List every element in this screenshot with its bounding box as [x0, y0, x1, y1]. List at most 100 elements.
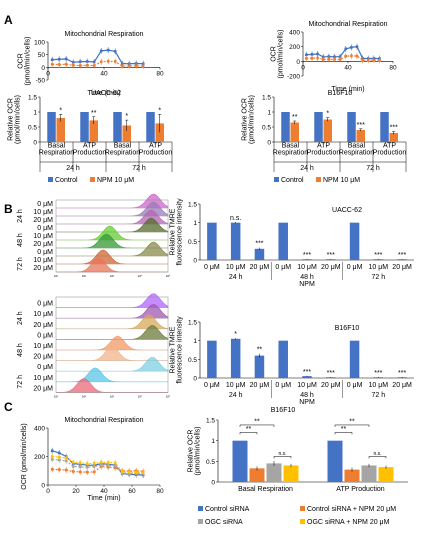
- data-point: [333, 58, 336, 61]
- bar: [155, 123, 165, 142]
- category-label: Respiration: [273, 150, 309, 157]
- significance-label: **: [257, 347, 263, 354]
- category-label: Respiration: [105, 150, 141, 157]
- data-point: [99, 460, 103, 464]
- bar: [349, 222, 360, 260]
- y-tick-label: 0.5: [188, 357, 197, 364]
- category-label: Basal: [114, 142, 132, 149]
- category-label: Respiration: [339, 150, 375, 157]
- data-point: [372, 58, 376, 62]
- x-tick-label: 80: [156, 70, 164, 77]
- category-label: Basal: [282, 142, 300, 149]
- data-point: [127, 470, 131, 474]
- category-label: 20 μM: [250, 382, 270, 389]
- concentration-label: 10 μM: [33, 311, 53, 318]
- B-bar-b16-plot: B16F10 0 0.5 1 1.5 Relative TMRE fluorescence …: [169, 316, 414, 406]
- category-label: Production: [139, 150, 173, 157]
- bar: [232, 440, 248, 482]
- bar: [349, 340, 360, 378]
- group-label: 24 h: [66, 165, 80, 172]
- bar: [113, 112, 122, 142]
- bar: [314, 112, 323, 142]
- bar: [266, 463, 282, 482]
- bar: [378, 467, 394, 482]
- legend-label: OGC siRNA + NPM 20 μM: [307, 519, 390, 526]
- category-label: 10 μM: [226, 264, 246, 271]
- data-point: [321, 58, 325, 61]
- data-point: [344, 47, 348, 51]
- y-tick-label: 0.5: [188, 239, 197, 246]
- data-point: [85, 60, 89, 63]
- y-tick-label: 0.5: [28, 125, 37, 132]
- legend-swatch: [90, 177, 95, 182]
- significance-bracket: [334, 424, 370, 427]
- C-bar-b16-plot: B16F10 0 0.5 1 1.5 Relative OCR (pmol/min/cell…: [187, 407, 408, 526]
- data-point: [71, 460, 75, 464]
- group-label: 72 h: [372, 274, 386, 281]
- data-point: [78, 470, 82, 474]
- bar: [323, 119, 333, 142]
- chart-title: Mitochondrial Respiration: [309, 21, 388, 28]
- concentration-label: 0 μM: [37, 249, 53, 256]
- data-point: [106, 48, 110, 52]
- legend-label: Control: [55, 177, 78, 184]
- data-point: [355, 45, 359, 48]
- A-bar-uacc-plot: UACC-62 0 0.5 1 1.5 Relative OCR (pmol/min/cel…: [7, 90, 172, 184]
- data-point: [50, 455, 54, 458]
- category-label: ATP: [149, 142, 162, 149]
- log-tick-label: 10¹: [54, 274, 58, 278]
- category-label: 10 μM: [369, 382, 389, 389]
- category-label: ATP: [383, 142, 396, 149]
- chart-title: B16F10: [328, 90, 353, 97]
- log-tick-label: 10³: [110, 274, 114, 278]
- data-point: [99, 49, 103, 53]
- y-axis-label: fluorescence intensity: [177, 316, 184, 384]
- y-axis-label: Relative TMRE: [169, 326, 176, 373]
- histogram-frame: [55, 296, 169, 393]
- y-tick-label: 200: [34, 454, 45, 461]
- data-point: [305, 53, 308, 57]
- timepoint-label: 48 h: [17, 233, 24, 247]
- y-tick-label: 1: [193, 220, 197, 227]
- concentration-label: 10 μM: [33, 343, 53, 350]
- bar: [347, 112, 356, 142]
- concentration-label: 20 μM: [33, 265, 53, 272]
- data-point: [361, 58, 364, 62]
- concentration-label: 20 μM: [33, 354, 53, 361]
- bar: [278, 340, 288, 378]
- significance-bracket: [334, 432, 353, 435]
- panel-label-C: C: [4, 400, 13, 414]
- category-label: Production: [73, 150, 107, 157]
- timepoint-label: 72 h: [17, 257, 24, 271]
- data-point: [64, 468, 68, 472]
- chart-title: B16F10: [271, 407, 296, 414]
- concentration-label: 10 μM: [33, 209, 53, 216]
- y-tick-label: 1.5: [206, 418, 215, 425]
- data-point: [64, 456, 68, 460]
- category-label: Basal: [48, 142, 66, 149]
- log-tick-label: 10²: [82, 274, 86, 278]
- data-point: [134, 470, 138, 474]
- y-tick-label: 100: [34, 40, 45, 47]
- concentration-label: 0 μM: [37, 332, 53, 339]
- data-point: [344, 54, 348, 58]
- significance-label: **: [341, 426, 347, 433]
- significance-label: *: [125, 113, 128, 120]
- legend-swatch: [300, 506, 305, 511]
- legend-swatch: [48, 177, 53, 182]
- category-label: 20 μM: [392, 264, 412, 271]
- y-tick-label: 1: [193, 338, 197, 345]
- data-point: [71, 465, 75, 468]
- significance-label: *: [326, 111, 329, 118]
- y-axis-label: Relative OCR: [241, 98, 248, 141]
- y-tick-label: 0.5: [262, 125, 271, 132]
- significance-label: *: [59, 107, 62, 114]
- panel-label-A: A: [4, 13, 13, 27]
- bar: [356, 130, 366, 142]
- category-label: 20 μM: [321, 264, 341, 271]
- group-label: 72 h: [132, 165, 146, 172]
